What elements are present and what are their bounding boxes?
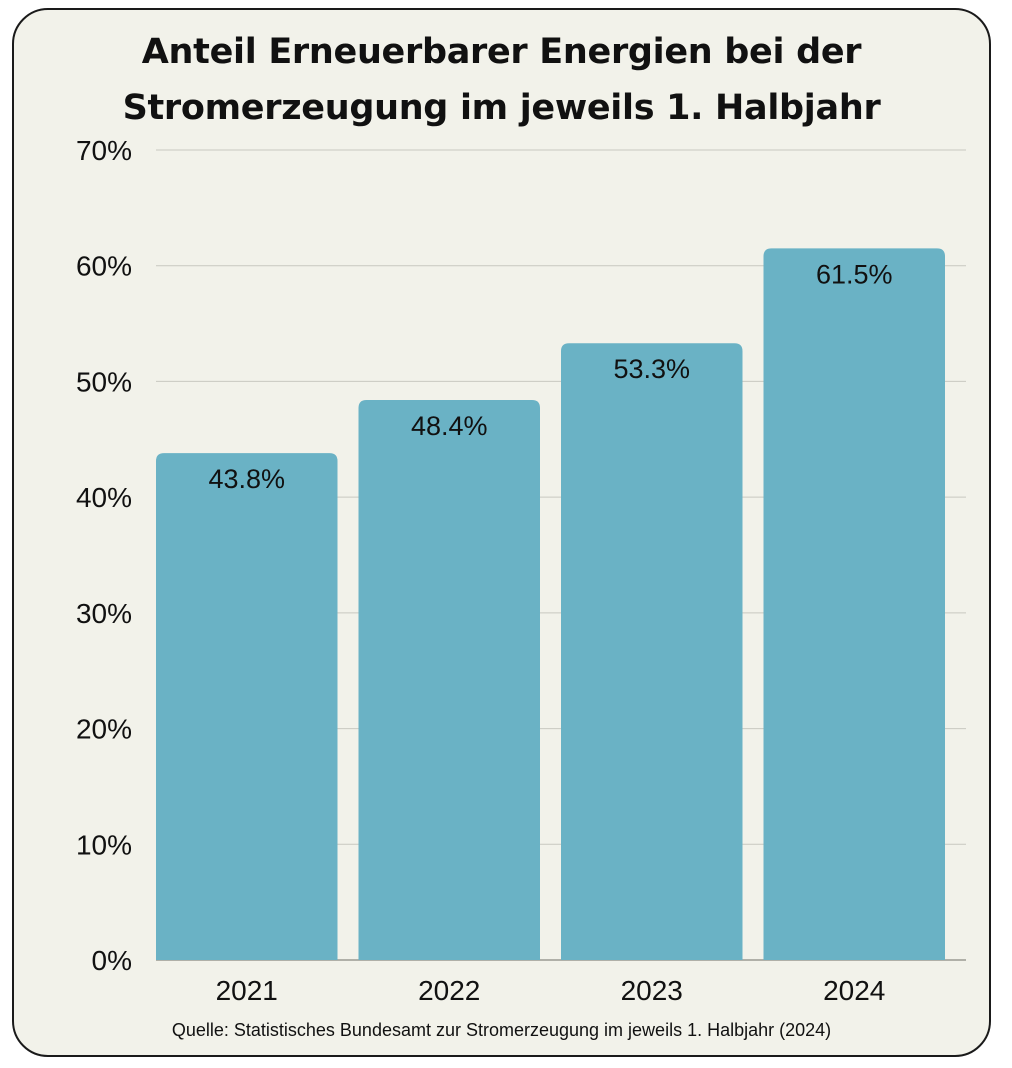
data-label-2023: 53.3% [613, 354, 690, 384]
source-note: Quelle: Statistisches Bundesamt zur Stro… [171, 1020, 832, 1040]
y-tick-label: 20% [76, 714, 132, 745]
bar-chart: 0% 10% 20% 30% 40% 50% 60% 70% 43.8% 48.4% 53.3% 6… [76, 135, 966, 1006]
y-tick-label: 0% [92, 945, 132, 976]
data-label-2024: 61.5% [816, 259, 893, 289]
y-axis-ticks: 0% 10% 20% 30% 40% 50% 60% 70% [76, 135, 132, 976]
chart-title-line-1: Anteil Erneuerbarer Energien bei der [141, 32, 862, 72]
bar-2023 [561, 343, 743, 960]
x-tick-label-2022: 2022 [418, 975, 480, 1006]
data-label-2021: 43.8% [208, 464, 285, 494]
chart-title-line-2: Stromerzeugung im jeweils 1. Halbjahr [122, 88, 881, 128]
bars [156, 248, 945, 960]
data-labels: 43.8% 48.4% 53.3% 61.5% [208, 259, 892, 494]
y-tick-label: 50% [76, 366, 132, 397]
x-tick-label-2023: 2023 [621, 975, 683, 1006]
y-tick-label: 70% [76, 135, 132, 166]
y-tick-label: 60% [76, 251, 132, 282]
bar-2024 [763, 248, 945, 960]
x-tick-label-2021: 2021 [216, 975, 278, 1006]
bar-2021 [156, 453, 338, 960]
y-tick-label: 30% [76, 598, 132, 629]
y-tick-label: 40% [76, 482, 132, 513]
x-tick-label-2024: 2024 [823, 975, 885, 1006]
chart-card: Anteil Erneuerbarer Energien bei der Str… [12, 8, 991, 1057]
chart-title: Anteil Erneuerbarer Energien bei der Str… [14, 24, 989, 136]
y-tick-label: 10% [76, 829, 132, 860]
bar-2022 [358, 399, 540, 960]
x-axis-ticks: 2021 2022 2023 2024 [216, 975, 886, 1006]
data-label-2022: 48.4% [411, 411, 488, 441]
